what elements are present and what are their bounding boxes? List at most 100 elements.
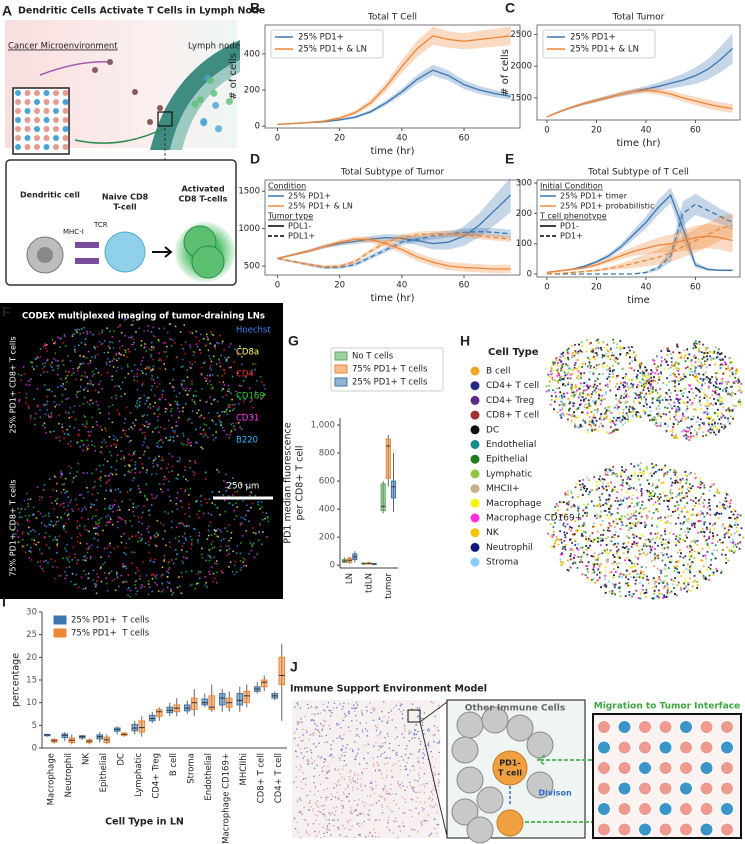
cell-dot — [573, 354, 576, 357]
image-pixel — [210, 360, 213, 363]
cell-dot — [700, 408, 703, 410]
image-pixel — [110, 454, 113, 457]
cell-dot — [587, 493, 590, 496]
cell-dot — [688, 384, 691, 387]
image-pixel — [134, 572, 137, 574]
cell-dot — [622, 412, 624, 414]
image-pixel — [39, 565, 42, 568]
image-pixel — [53, 401, 56, 403]
cell-dot — [580, 350, 583, 353]
image-pixel — [100, 566, 102, 568]
cell-dot — [694, 497, 697, 500]
cell-dot — [547, 373, 550, 376]
image-pixel — [77, 429, 80, 431]
image-pixel — [43, 560, 45, 563]
image-pixel — [29, 546, 32, 549]
cell-dot — [619, 421, 622, 424]
cell-dot — [640, 576, 643, 579]
image-pixel — [27, 526, 30, 529]
cell-dot — [737, 402, 739, 405]
image-pixel — [186, 419, 189, 422]
image-pixel — [139, 575, 141, 577]
cell-dot — [628, 585, 631, 588]
image-pixel — [120, 574, 122, 577]
image-pixel — [30, 551, 32, 553]
cell-dot — [666, 377, 669, 380]
image-pixel — [56, 539, 58, 541]
cell-dot — [674, 473, 677, 476]
cell-dot — [595, 339, 598, 342]
cell-dot — [698, 486, 701, 489]
image-pixel — [79, 354, 81, 357]
image-pixel — [53, 395, 56, 397]
cell-dot — [560, 375, 563, 378]
cell-dot — [732, 392, 735, 394]
cell-dot — [600, 539, 603, 542]
image-pixel — [213, 556, 215, 559]
tissue-dot — [326, 825, 329, 827]
image-pixel — [242, 400, 245, 403]
cell-dot — [569, 373, 572, 376]
cell-dot — [560, 394, 563, 397]
image-pixel — [43, 371, 45, 373]
image-pixel — [223, 368, 225, 371]
image-pixel — [41, 567, 43, 570]
cell-dot — [728, 369, 731, 372]
image-pixel — [91, 504, 94, 506]
image-pixel — [165, 437, 167, 439]
image-pixel — [181, 442, 183, 445]
image-pixel — [173, 432, 176, 434]
image-pixel — [158, 340, 160, 342]
cell-dot — [684, 387, 687, 390]
cell-dot — [688, 391, 691, 393]
image-pixel — [72, 333, 74, 336]
tissue-dot — [387, 735, 389, 737]
image-pixel — [79, 363, 82, 365]
image-pixel — [225, 359, 228, 361]
cell-dot — [724, 416, 727, 419]
tissue-dot — [295, 776, 297, 778]
cell-dot — [572, 402, 575, 405]
cell-dot — [632, 351, 635, 354]
cell-dot — [586, 488, 588, 490]
cell-dot — [617, 586, 620, 589]
cell-dot — [551, 372, 554, 375]
cell-dot — [645, 554, 647, 556]
cell-dot — [560, 360, 563, 363]
cell-dot — [666, 399, 669, 401]
cell-dot — [557, 368, 560, 371]
image-pixel — [60, 337, 62, 340]
cell-dot — [713, 528, 715, 531]
tissue-dot — [354, 810, 356, 812]
image-pixel — [232, 404, 234, 406]
cell-dot — [642, 409, 645, 412]
cell-dot — [717, 426, 720, 429]
tissue-dot — [369, 786, 372, 789]
tissue-dot — [423, 712, 426, 714]
cell-dot — [569, 367, 572, 370]
cell-dot — [561, 397, 564, 399]
cell-dot — [716, 534, 719, 537]
tissue-dot — [317, 810, 320, 812]
image-pixel — [147, 583, 150, 585]
cell-dot — [733, 550, 736, 553]
image-pixel — [214, 562, 216, 565]
image-pixel — [102, 464, 105, 466]
cell-dot — [545, 390, 548, 393]
image-pixel — [84, 554, 87, 557]
image-pixel — [258, 531, 261, 534]
cell-dot — [614, 360, 617, 363]
tissue-dot — [316, 800, 319, 802]
cell-dot — [716, 372, 719, 374]
cell-dot — [725, 390, 727, 393]
image-pixel — [161, 396, 163, 398]
tissue-dot — [301, 740, 303, 743]
tissue-dot — [310, 749, 312, 751]
cell-dot — [679, 376, 682, 379]
image-pixel — [136, 590, 139, 592]
image-pixel — [91, 375, 94, 377]
tissue-dot — [413, 729, 416, 731]
cell-dot — [689, 545, 692, 548]
tissue-dot — [351, 777, 354, 779]
image-pixel — [185, 539, 187, 541]
